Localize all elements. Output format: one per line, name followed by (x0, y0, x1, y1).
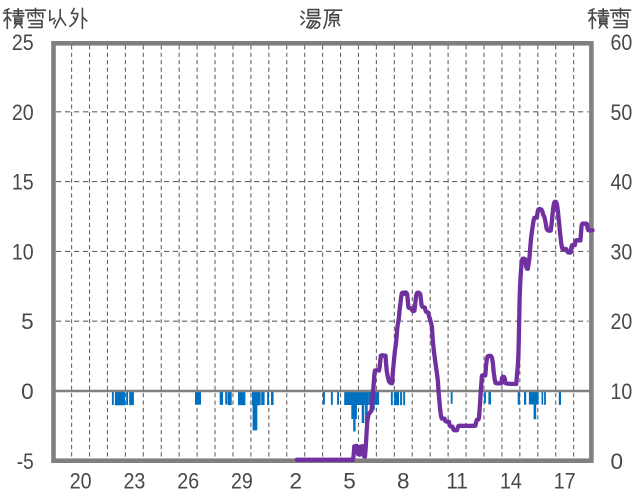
svg-text:10: 10 (12, 239, 34, 264)
svg-text:11: 11 (446, 469, 468, 494)
svg-text:30: 30 (611, 239, 633, 264)
svg-text:25: 25 (12, 30, 34, 55)
svg-text:17: 17 (554, 469, 576, 494)
svg-text:20: 20 (70, 469, 92, 494)
svg-text:50: 50 (611, 100, 633, 125)
svg-text:26: 26 (177, 469, 199, 494)
svg-text:10: 10 (611, 379, 633, 404)
svg-text:20: 20 (611, 309, 633, 334)
svg-text:15: 15 (12, 170, 34, 195)
svg-text:60: 60 (611, 30, 633, 55)
svg-text:0: 0 (611, 449, 624, 474)
svg-text:20: 20 (12, 100, 34, 125)
svg-text:-5: -5 (17, 449, 34, 474)
svg-text:29: 29 (231, 469, 253, 494)
svg-text:40: 40 (611, 170, 633, 195)
svg-text:0: 0 (21, 379, 34, 404)
svg-text:14: 14 (500, 469, 522, 494)
svg-text:23: 23 (124, 469, 146, 494)
svg-text:5: 5 (343, 469, 356, 494)
svg-text:5: 5 (21, 309, 34, 334)
svg-text:8: 8 (397, 469, 410, 494)
svg-text:2: 2 (289, 469, 302, 494)
